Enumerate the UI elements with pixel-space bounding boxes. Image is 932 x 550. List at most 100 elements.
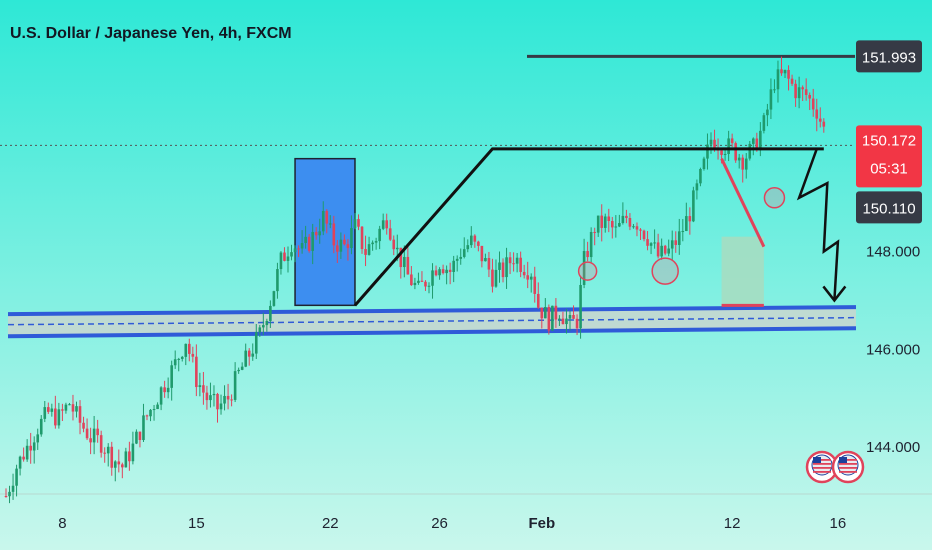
candle [4,488,8,498]
candle [173,350,177,369]
candle-body [445,269,448,274]
candle [417,272,420,285]
candle-body [642,230,646,240]
candle-body [766,109,769,116]
candle-body [431,270,434,286]
candle-body [699,169,702,184]
candle [769,78,773,120]
candle [293,245,297,263]
event-icon-stripe [813,459,831,461]
candle-body [470,235,473,246]
candle [272,290,276,307]
candle [170,360,173,401]
candle [325,209,329,234]
candle [459,248,463,265]
candle-body [593,231,596,233]
price-tag-current-text: 150.172 [862,132,916,149]
candle-body [226,395,230,400]
candle [71,394,75,421]
candle-body [156,404,159,410]
candle [586,241,589,262]
candle-body [22,456,25,460]
candle-body [737,157,741,161]
candle [632,223,635,229]
candle [561,311,565,325]
candle [233,362,237,403]
candle-body [272,291,276,306]
candle-body [381,220,385,229]
candle [269,300,272,328]
candle [191,346,195,363]
us-flag-event-icon[interactable] [805,450,839,484]
candle-body [191,353,195,357]
event-icon-stripe [813,467,831,469]
candle [283,247,286,262]
candle-body [688,216,692,222]
annotation-red-slope [720,158,766,248]
candle-body [561,318,565,325]
candle [360,226,364,254]
candle-body [336,245,339,252]
candle-body [297,248,300,250]
candle-body [755,138,759,151]
candle [575,314,579,336]
candle [491,258,494,293]
candle-body [350,228,353,249]
candle-body [413,282,417,286]
candle-body [15,468,18,486]
candle-body [205,392,209,401]
candle [223,385,226,411]
candle [706,133,709,170]
x-tick-label: 22 [322,515,339,532]
candle [547,304,551,335]
candle [431,263,434,299]
candle-body [547,306,551,331]
candle [685,202,688,232]
candle-body [184,343,188,357]
candle [237,367,240,374]
candle-body [276,269,279,292]
candle-body [61,409,64,411]
candle [124,447,128,468]
candle-body [759,130,762,151]
candle [279,251,283,275]
candle-body [794,83,797,99]
candle-body [677,231,681,245]
x-tick-label: 15 [188,515,205,532]
candle [64,402,68,414]
candle-body [748,143,752,159]
candle [692,186,695,223]
candle-body [388,228,392,240]
candle [32,436,36,464]
candle-body [621,215,625,224]
candle-body [318,231,322,236]
candle [607,208,611,233]
candle [29,432,32,464]
candle-body [106,446,110,454]
candle-body [491,269,494,287]
candle [515,252,519,273]
candle [156,402,159,410]
candle-body [533,276,537,294]
candle [110,441,114,476]
candle-body [653,242,656,244]
candle-body [589,231,593,258]
x-tick-label: 26 [431,515,448,532]
candle-body [75,406,78,412]
candle [558,315,561,326]
candle-body [71,404,75,412]
candle [314,227,318,240]
candle-body [36,434,40,443]
candle-body [170,365,173,388]
candle [646,231,649,251]
candle-body [209,395,212,401]
candle-body [477,241,480,246]
us-flag-event-icon[interactable] [831,450,865,484]
candle [96,419,99,443]
candle [473,234,477,248]
candle-body [815,109,819,119]
candle-body [117,461,121,465]
candle [276,262,279,299]
candle-body [487,258,491,270]
